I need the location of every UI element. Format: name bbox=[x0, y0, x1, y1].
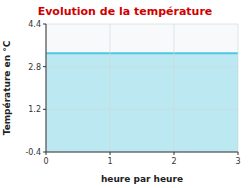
y-tick bbox=[43, 24, 46, 25]
y-axis-label: Température en °C bbox=[2, 40, 12, 135]
chart-svg: 0 1 2 3 -0.4 1.2 2.8 4.4 heure par heure Températ… bbox=[0, 0, 250, 188]
x-axis-label: heure par heure bbox=[101, 174, 183, 184]
plot-background bbox=[46, 24, 238, 152]
x-tick-label: 2 bbox=[171, 157, 176, 166]
y-tick-label: 1.2 bbox=[28, 105, 41, 114]
area-fill bbox=[46, 53, 238, 152]
data-layer bbox=[46, 53, 238, 152]
chart-title: Evolution de la température bbox=[38, 5, 213, 18]
grid-line-x bbox=[46, 24, 47, 152]
x-tick bbox=[174, 152, 175, 155]
grid-line-y bbox=[46, 152, 238, 153]
x-tick-label: 1 bbox=[107, 157, 112, 166]
chart-container: 0 1 2 3 -0.4 1.2 2.8 4.4 heure par heure Températ… bbox=[0, 0, 250, 188]
y-tick-label: -0.4 bbox=[25, 148, 41, 157]
grid-line-x bbox=[174, 24, 175, 152]
x-tick-label: 3 bbox=[235, 157, 240, 166]
x-tick-label: 0 bbox=[43, 157, 48, 166]
y-tick-label: 4.4 bbox=[28, 20, 41, 29]
grid-line-x bbox=[110, 24, 111, 152]
grid-line-y bbox=[46, 66, 238, 67]
grid-line-y bbox=[46, 109, 238, 110]
y-axis-line bbox=[46, 24, 47, 152]
y-tick bbox=[43, 109, 46, 110]
x-tick bbox=[110, 152, 111, 155]
y-tick-label: 2.8 bbox=[28, 63, 41, 72]
area-line bbox=[46, 52, 238, 54]
grid-line-x bbox=[238, 24, 239, 152]
y-tick bbox=[43, 66, 46, 67]
x-tick bbox=[238, 152, 239, 155]
y-tick bbox=[43, 152, 46, 153]
grid-line-y bbox=[46, 24, 238, 25]
x-axis-line bbox=[46, 152, 238, 153]
